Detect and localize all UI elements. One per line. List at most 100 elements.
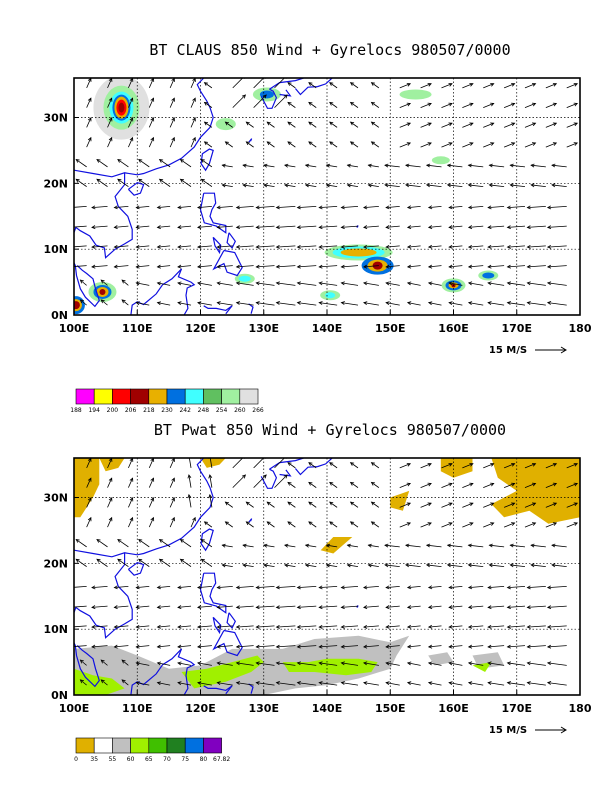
wind-arrow xyxy=(547,585,567,589)
wind-arrowhead xyxy=(79,299,84,304)
wind-arrow xyxy=(350,501,359,508)
wind-arrow xyxy=(447,564,463,568)
wind-arrowhead xyxy=(551,543,556,548)
wind-arrowhead xyxy=(406,225,412,230)
shading-4 xyxy=(491,458,580,524)
wind-arrowhead xyxy=(200,538,205,543)
wind-arrow xyxy=(100,659,108,666)
wind-arrow xyxy=(276,205,296,209)
wind-arrowhead xyxy=(263,543,268,548)
coastline-5 xyxy=(212,616,222,635)
wind-arrow xyxy=(551,544,567,548)
wind-arrow xyxy=(341,605,359,608)
wind-arrowhead xyxy=(113,244,118,249)
wind-arrowhead xyxy=(108,477,113,482)
x-tick-label: 180 xyxy=(569,702,592,715)
wind-arrow xyxy=(483,103,494,108)
wind-arrowhead xyxy=(100,299,105,304)
wind-arrow xyxy=(545,83,557,89)
wind-arrow xyxy=(319,205,338,209)
wind-arrow xyxy=(246,521,254,528)
wind-arrow xyxy=(256,662,275,666)
wind-arrow xyxy=(276,225,296,228)
wind-arrowhead xyxy=(158,538,164,543)
wind-arrowhead xyxy=(296,624,301,629)
wind-arrowhead xyxy=(296,244,301,249)
wind-arrow xyxy=(489,184,505,188)
wind-arrow xyxy=(204,102,213,108)
wind-arrowhead xyxy=(488,543,493,548)
wind-arrowhead xyxy=(75,158,80,163)
wind-arrowhead xyxy=(448,463,453,467)
wind-arrow xyxy=(341,662,359,666)
wind-arrowhead xyxy=(546,281,552,286)
wind-arrowhead xyxy=(385,264,390,269)
wind-arrow xyxy=(468,662,484,666)
wind-arrow xyxy=(204,82,213,89)
wind-arrowhead xyxy=(108,117,113,122)
wind-arrowhead xyxy=(425,183,431,188)
wind-arrowhead xyxy=(296,585,301,590)
wind-arrowhead xyxy=(448,605,453,610)
wind-arrow xyxy=(86,98,92,108)
wind-arrow xyxy=(246,141,254,148)
wind-arrowhead xyxy=(490,102,495,107)
wind-arrow xyxy=(547,605,567,608)
wind-arrow xyxy=(256,302,275,306)
wind-arrow xyxy=(188,458,192,468)
wind-arrow xyxy=(74,265,87,267)
wind-arrow xyxy=(462,502,474,508)
wind-arrowhead xyxy=(363,244,368,249)
wind-arrow xyxy=(524,142,536,148)
wind-arrow xyxy=(420,122,432,128)
wind-arrowhead xyxy=(255,585,260,590)
wind-arrowhead xyxy=(177,281,182,286)
wind-arrowhead xyxy=(469,463,474,467)
coastline-6 xyxy=(226,232,236,249)
wind-arrow xyxy=(92,225,108,228)
wind-arrow xyxy=(420,83,432,89)
wind-arrowhead xyxy=(406,102,412,107)
wind-arrowhead xyxy=(427,522,432,526)
wind-arrowhead xyxy=(526,585,531,590)
wind-arrowhead xyxy=(113,585,118,590)
wind-arrow xyxy=(319,682,338,686)
wind-arrowhead xyxy=(509,163,514,168)
wind-arrow xyxy=(177,682,192,686)
wind-arrowhead xyxy=(490,83,495,87)
wind-arrowhead xyxy=(546,681,552,685)
wind-arrowhead xyxy=(427,264,433,269)
wind-arrow xyxy=(217,302,233,306)
wind-arrowhead xyxy=(329,462,334,466)
wind-arrowhead xyxy=(203,82,209,86)
wind-arrowhead xyxy=(448,624,453,629)
wind-arrowhead xyxy=(113,225,118,230)
wind-arrowhead xyxy=(531,83,537,87)
wind-arrowhead xyxy=(177,244,182,249)
wind-arrow xyxy=(136,605,150,608)
wind-arrowhead xyxy=(177,605,182,610)
wind-arrow xyxy=(420,463,432,469)
wind-arrowhead xyxy=(245,521,250,526)
wind-arrow xyxy=(468,564,484,568)
wind-arrowhead xyxy=(235,605,241,610)
colorbar: 188 194 200 206 218 230 242 248 254 260 266 xyxy=(70,388,264,414)
colorbar-swatch xyxy=(112,388,131,405)
wind-arrow xyxy=(117,159,129,168)
wind-arrow xyxy=(449,225,463,228)
wind-arrowhead xyxy=(530,183,535,188)
wind-arrowhead xyxy=(367,183,372,188)
wind-arrowhead xyxy=(203,101,209,106)
colorbar-swatch xyxy=(221,388,241,405)
wind-arrowhead xyxy=(171,516,175,522)
wind-arrowhead xyxy=(467,624,473,629)
shading-0 xyxy=(74,458,100,518)
wind-arrow xyxy=(256,625,275,628)
wind-arrowhead xyxy=(370,82,376,86)
wind-arrow xyxy=(407,645,421,648)
wind-arrowhead xyxy=(138,538,143,543)
wind-arrowhead xyxy=(487,281,492,286)
wind-arrowhead xyxy=(467,563,472,568)
chart-title: BT CLAUS 850 Wind + Gyrelocs 980507/0000 xyxy=(149,41,510,59)
wind-arrowhead xyxy=(446,163,452,168)
